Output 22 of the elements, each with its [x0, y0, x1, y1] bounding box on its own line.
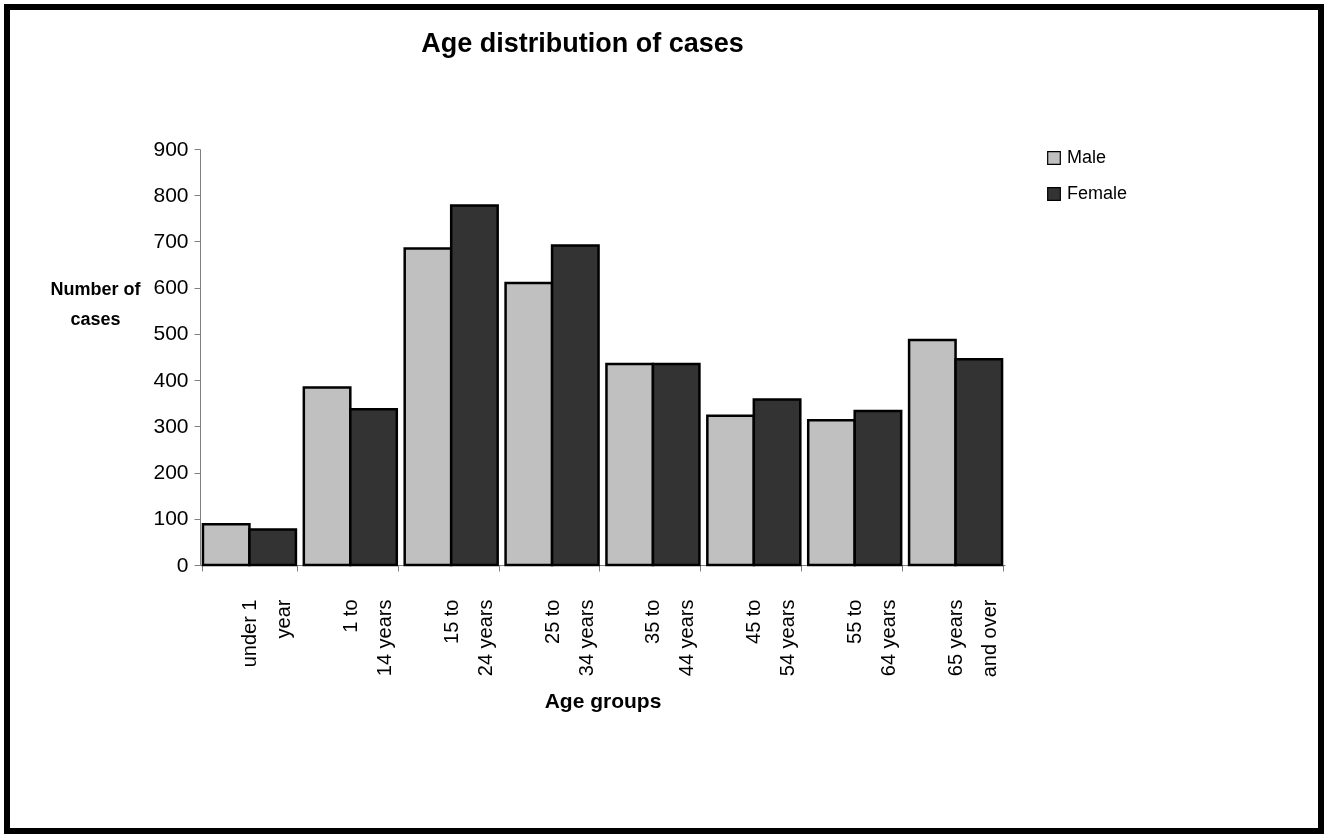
legend-label: Male	[1067, 147, 1107, 167]
y-axis-title: Number of cases	[50, 278, 142, 329]
x-tick-label: 65 years and over	[944, 599, 1001, 678]
x-tick-label: 25 to 34 years	[540, 599, 597, 677]
x-tick-label: 45 to 54 years	[742, 599, 799, 677]
y-tick-label: 700	[153, 228, 189, 252]
x-axis-title: Age groups	[544, 689, 662, 713]
x-tick-label: under 1 year	[237, 599, 294, 668]
y-tick-label: 300	[153, 413, 189, 437]
y-tick-label: 400	[153, 367, 189, 391]
y-tick-label: 0	[176, 552, 189, 576]
y-tick-label: 900	[153, 136, 189, 160]
x-tick-label: 55 to 64 years	[843, 599, 900, 677]
y-tick-label: 100	[153, 506, 189, 530]
x-tick-label: 15 to 24 years	[439, 599, 496, 677]
legend-label: Female	[1067, 183, 1128, 203]
y-tick-label: 800	[153, 182, 189, 206]
y-tick-label: 500	[153, 321, 189, 345]
y-tick-label: 200	[153, 460, 189, 484]
chart-title: Age distribution of cases	[421, 28, 744, 58]
y-tick-label: 600	[153, 275, 189, 299]
x-tick-label: 35 to 44 years	[641, 599, 698, 677]
